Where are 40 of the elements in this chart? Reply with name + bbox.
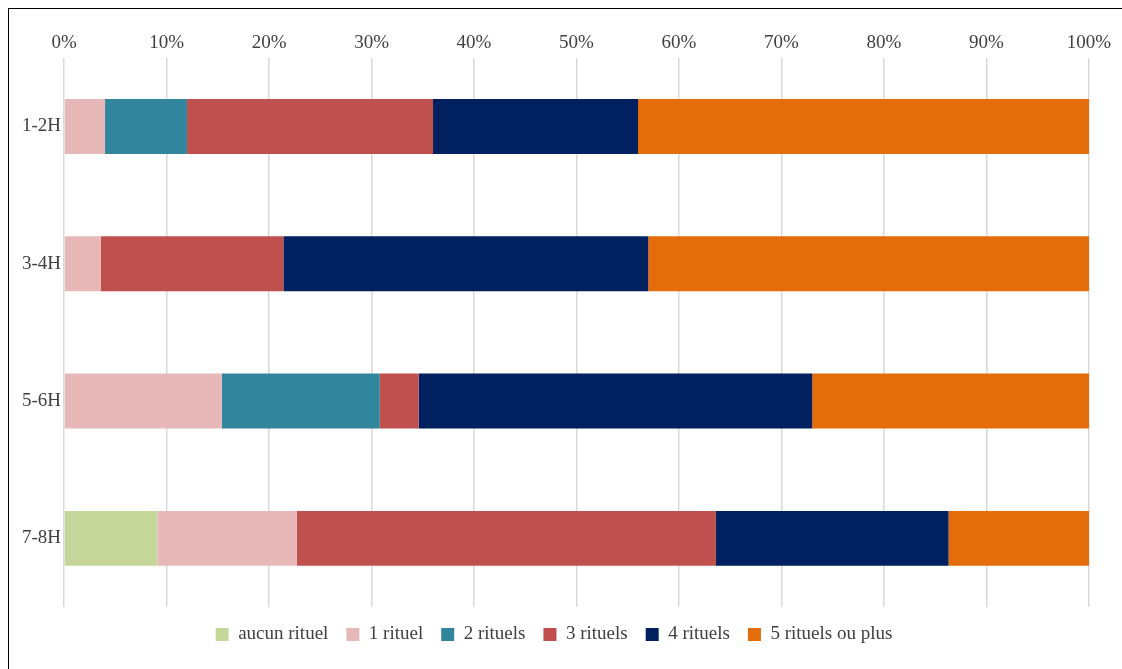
bar	[64, 98, 106, 154]
bar	[100, 236, 284, 292]
x-tick-label: 100%	[1066, 31, 1112, 53]
bar	[187, 98, 434, 154]
x-tick-label: 0%	[51, 31, 77, 53]
legend-label: 3 rituels	[565, 622, 628, 644]
bar	[379, 373, 419, 429]
x-tick-label: 90%	[969, 31, 1005, 53]
legend-label: 5 rituels ou plus	[770, 622, 893, 644]
bar	[948, 510, 1089, 566]
bar	[64, 236, 101, 292]
x-tick-label: 20%	[251, 31, 287, 53]
bar	[638, 98, 1089, 154]
x-tick-label: 70%	[764, 31, 800, 53]
bar	[157, 510, 297, 566]
bar	[715, 510, 949, 566]
bar	[648, 236, 1089, 292]
y-tick-label: 7-8H	[21, 526, 62, 548]
y-tick-label: 5-6H	[21, 389, 62, 411]
bar	[221, 373, 380, 429]
bar	[296, 510, 716, 566]
bar	[64, 373, 222, 429]
x-tick-label: 30%	[354, 31, 390, 53]
legend-label: aucun rituel	[238, 622, 329, 644]
x-tick-label: 40%	[456, 31, 492, 53]
bar	[105, 98, 188, 154]
bar	[812, 373, 1089, 429]
y-tick-label: 1-2H	[21, 114, 62, 136]
x-tick-label: 50%	[559, 31, 595, 53]
y-tick-label: 3-4H	[21, 251, 62, 273]
x-tick-label: 60%	[661, 31, 697, 53]
bar	[418, 373, 813, 429]
bar	[64, 510, 158, 566]
legend-label: 1 rituel	[368, 622, 424, 644]
legend-label: 4 rituels	[668, 622, 730, 644]
bar	[433, 98, 639, 154]
x-tick-label: 80%	[866, 31, 902, 53]
bar	[283, 236, 649, 292]
x-tick-label: 10%	[149, 31, 185, 53]
legend-label: 2 rituels	[463, 622, 526, 644]
